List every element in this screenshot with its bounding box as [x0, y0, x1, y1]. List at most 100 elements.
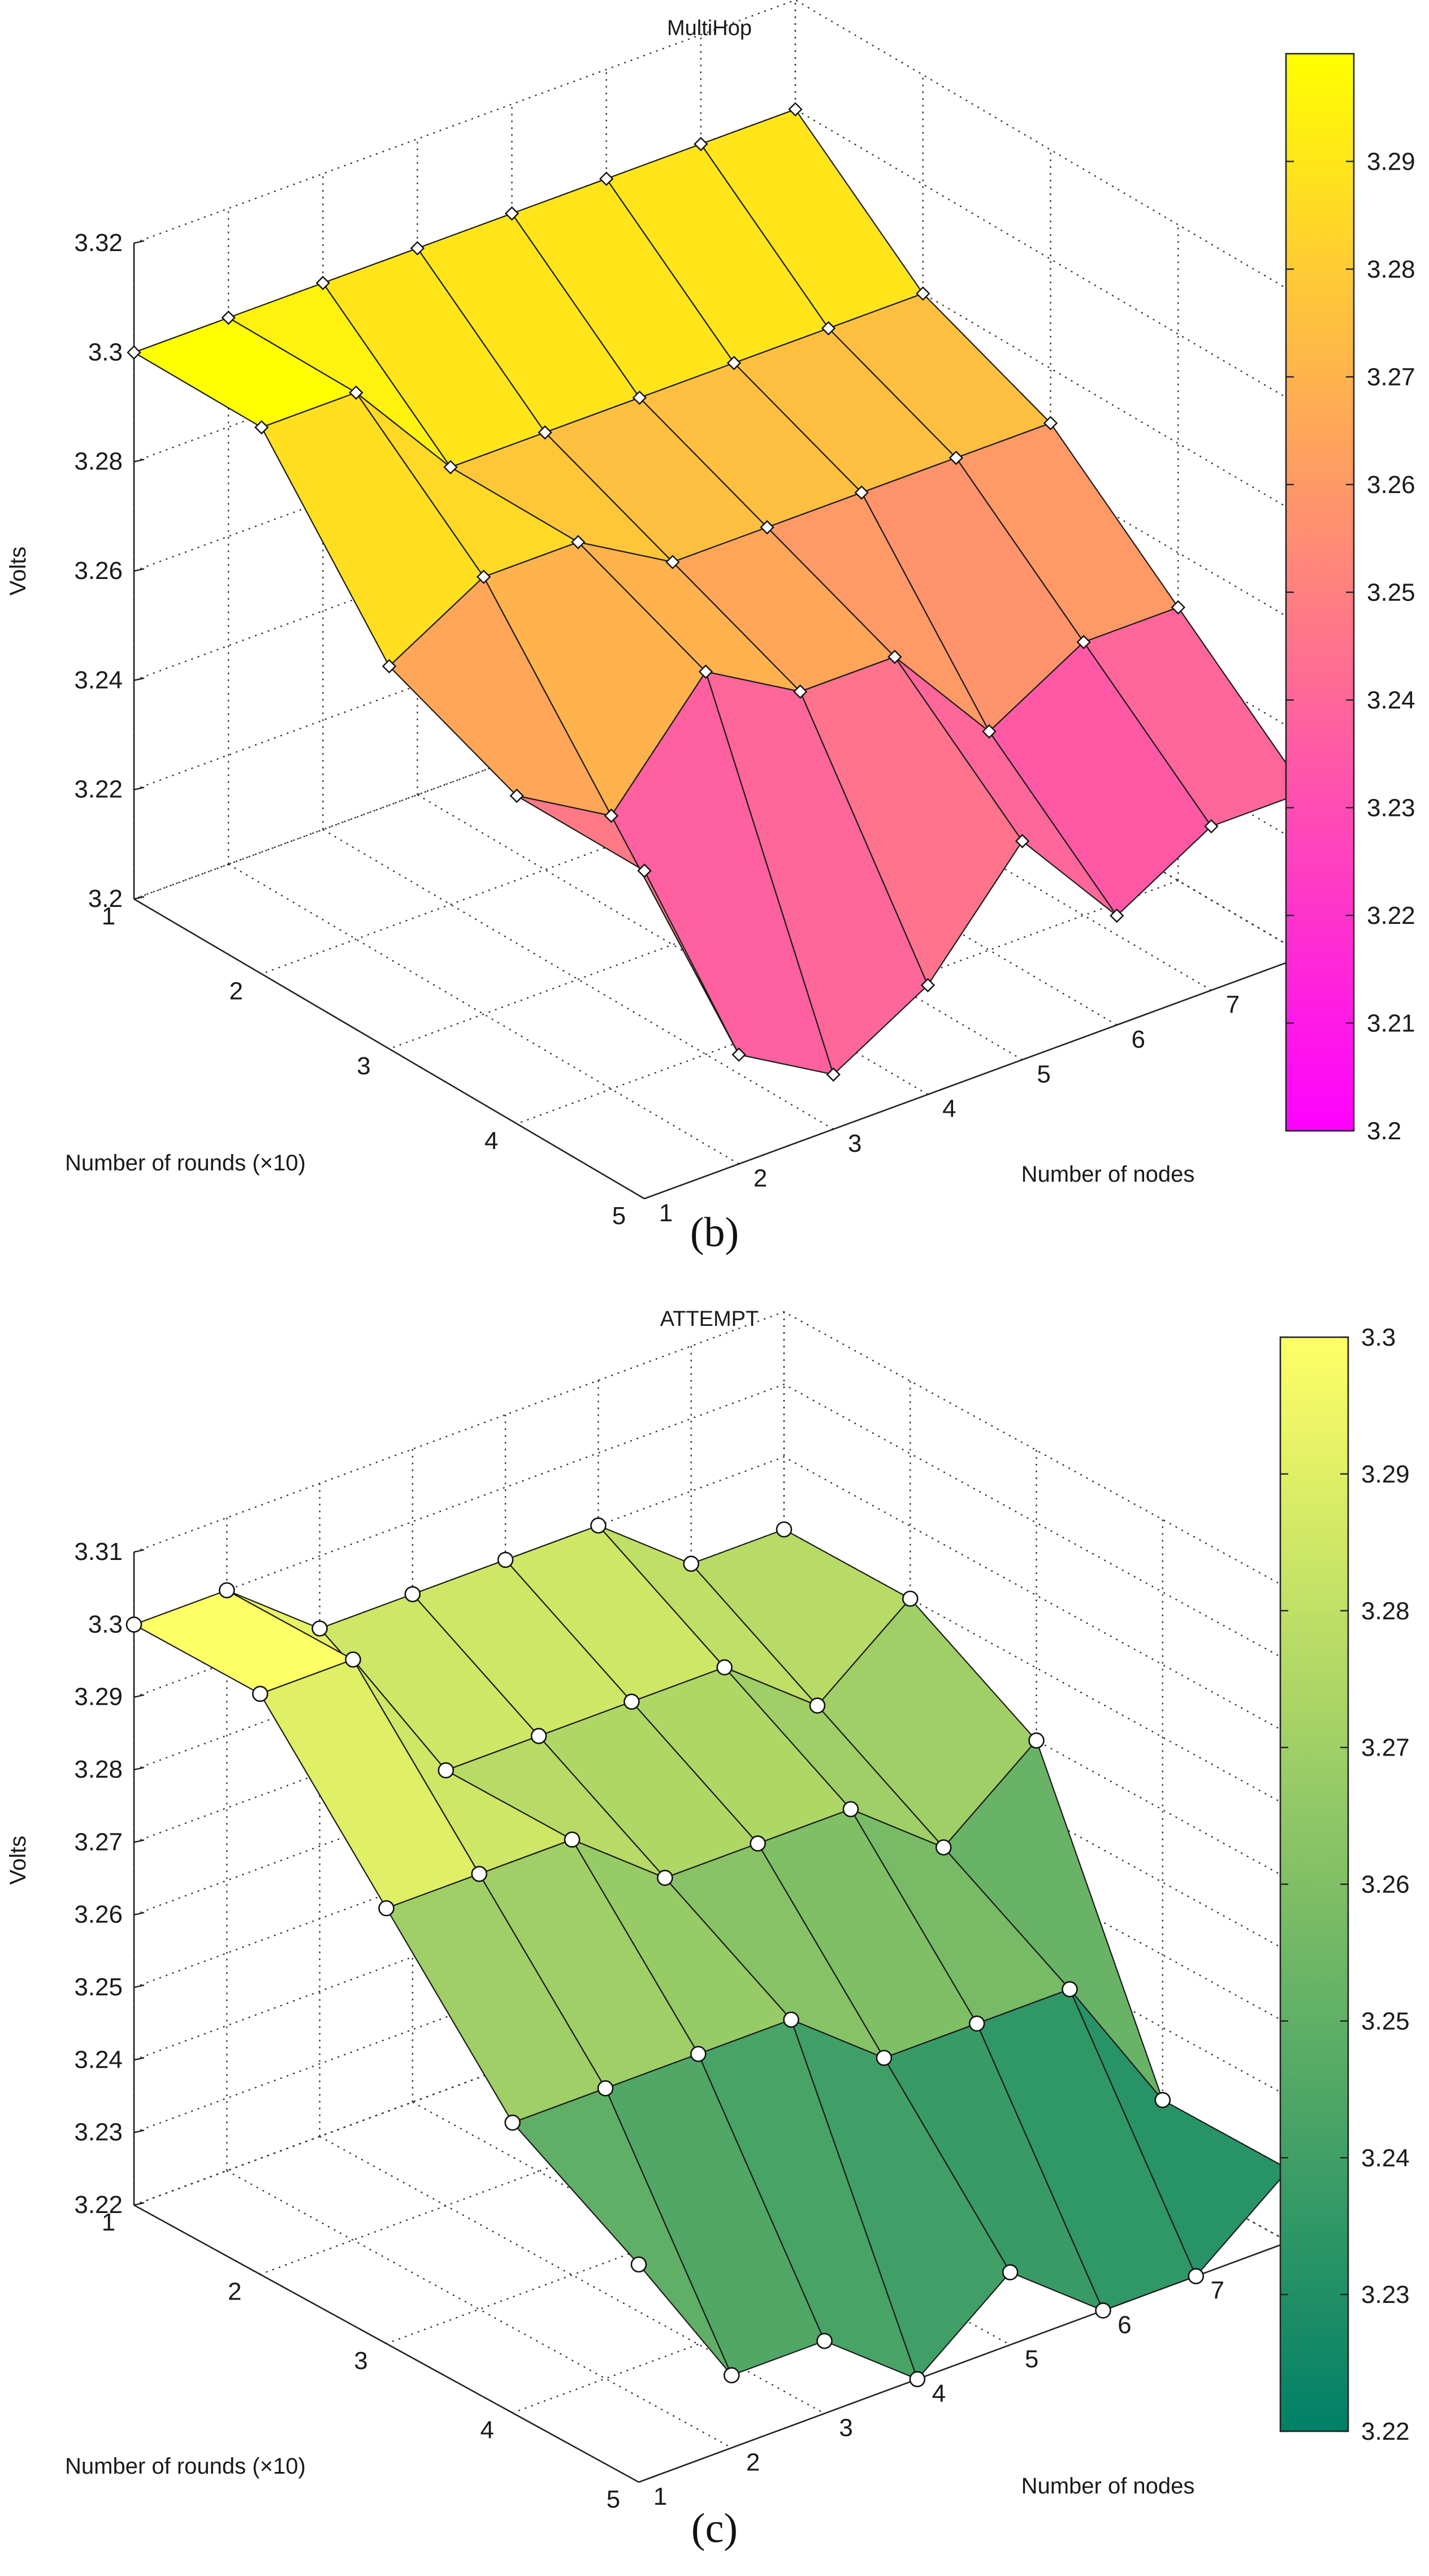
chart-title: MultiHop	[667, 16, 752, 40]
data-point	[476, 569, 491, 584]
surface	[133, 109, 1307, 1075]
data-point	[1154, 2091, 1171, 2108]
x-tick-label: 4	[932, 2380, 946, 2408]
data-point	[127, 345, 141, 360]
data-point	[564, 1831, 581, 1848]
data-point	[1015, 833, 1030, 849]
colorbar-tick-label: 3.27	[1361, 1734, 1410, 1762]
colorbar-tick-label: 3.23	[1367, 794, 1415, 822]
z-tick-label: 3.2	[88, 885, 123, 913]
x-floor-gridline	[226, 2170, 732, 2449]
x-tick-label: 3	[848, 1130, 861, 1157]
data-point	[604, 809, 619, 823]
data-point	[788, 102, 803, 117]
x-tick-label: 5	[1037, 1060, 1050, 1088]
surface	[133, 1524, 1290, 2380]
multihop-surface-chart: 3.23.223.243.263.283.33.321234512345678M…	[6, 0, 1415, 1230]
y-tick-label: 4	[484, 1127, 498, 1155]
data-point	[694, 137, 708, 152]
z-tick-mark	[133, 1912, 145, 1916]
z-tick-mark	[133, 896, 145, 900]
attempt-surface-chart: 3.223.233.243.253.263.273.283.293.33.311…	[6, 1307, 1410, 2513]
data-point	[887, 650, 902, 664]
z-tick-label: 3.24	[74, 666, 123, 694]
x-tick-label: 2	[746, 2448, 760, 2476]
data-point	[315, 275, 330, 291]
data-point	[410, 241, 425, 256]
data-point	[443, 460, 458, 475]
data-point	[821, 321, 836, 336]
colorbar-tick-label: 3.26	[1361, 1871, 1410, 1899]
data-point	[623, 1693, 640, 1710]
data-point	[538, 425, 552, 440]
data-point	[1110, 908, 1124, 923]
data-point	[683, 1555, 700, 1572]
data-point	[597, 2080, 614, 2097]
data-point	[218, 1582, 235, 1598]
data-point	[530, 1728, 547, 1744]
data-point	[816, 2332, 833, 2349]
y-tick-label: 5	[607, 2486, 620, 2513]
x-tick-label: 3	[839, 2414, 852, 2442]
colorbar-tick-label: 3.28	[1367, 256, 1415, 283]
z-tick-label: 3.28	[74, 1756, 123, 1783]
data-point	[345, 1651, 361, 1668]
data-point	[438, 1762, 454, 1779]
z-tick-label: 3.22	[74, 776, 123, 803]
data-point	[1002, 2264, 1019, 2281]
data-point	[949, 451, 964, 465]
colorbar-tick-label: 3.3	[1361, 1324, 1396, 1351]
data-point	[632, 390, 647, 405]
y-tick-label: 3	[354, 2347, 367, 2375]
data-point	[252, 1685, 269, 1702]
z-tick-mark	[133, 1694, 145, 1698]
data-point	[809, 1697, 826, 1714]
x-tick-label: 6	[1131, 1026, 1145, 1053]
data-point	[731, 1047, 746, 1062]
z-gridline	[133, 1384, 1289, 1662]
z-tick-label: 3.3	[88, 338, 123, 366]
data-point	[783, 2011, 799, 2028]
y-tick-label: 1	[102, 902, 115, 930]
z-tick-mark	[133, 1549, 145, 1553]
colorbar-tick-label: 3.22	[1361, 2418, 1410, 2445]
data-point	[630, 2256, 647, 2273]
data-point	[690, 2046, 707, 2063]
caption-c: (c)	[691, 2505, 738, 2552]
y-tick-label: 2	[228, 2278, 241, 2306]
colorbar-tick-label: 3.24	[1361, 2144, 1410, 2172]
y-tick-label: 4	[480, 2417, 494, 2444]
data-point	[471, 1865, 488, 1882]
z-tick-label: 3.23	[74, 2119, 123, 2146]
data-point	[497, 1551, 514, 1568]
colorbar-gradient	[1285, 53, 1355, 1132]
data-point	[504, 2114, 521, 2131]
data-point	[1171, 600, 1185, 615]
chart-title: ATTEMPT	[660, 1307, 759, 1331]
z-tick-label: 3.27	[74, 1828, 123, 1856]
data-point	[968, 2015, 985, 2032]
data-point	[221, 310, 236, 325]
z-tick-label: 3.3	[88, 1610, 123, 1638]
data-point	[378, 1900, 395, 1917]
z-tick-label: 3.29	[74, 1683, 123, 1711]
data-point	[698, 664, 713, 679]
x-axis-line	[644, 954, 1306, 1200]
z-tick-mark	[133, 568, 145, 572]
colorbar-gradient	[1279, 1336, 1349, 2432]
colorbar-tick-label: 3.27	[1367, 364, 1415, 391]
data-point	[760, 520, 774, 535]
z-tick-mark	[133, 1839, 145, 1843]
colorbar-tick-label: 3.24	[1367, 686, 1415, 714]
data-point	[793, 684, 808, 699]
z-gridline	[133, 218, 1306, 519]
data-point	[1043, 416, 1058, 431]
data-point	[1204, 819, 1219, 834]
colorbar: 3.22 3.23 3.24 3.25 3.26 3.27 3.28 3.29 3.3	[1279, 1324, 1410, 2445]
caption-b: (b)	[690, 1209, 739, 1256]
y-tick-label: 3	[357, 1052, 370, 1080]
z-tick-label: 3.31	[74, 1538, 123, 1566]
x-tick-label: 5	[1025, 2345, 1038, 2373]
data-point	[750, 1835, 766, 1852]
x-tick-label: 7	[1210, 2277, 1224, 2305]
